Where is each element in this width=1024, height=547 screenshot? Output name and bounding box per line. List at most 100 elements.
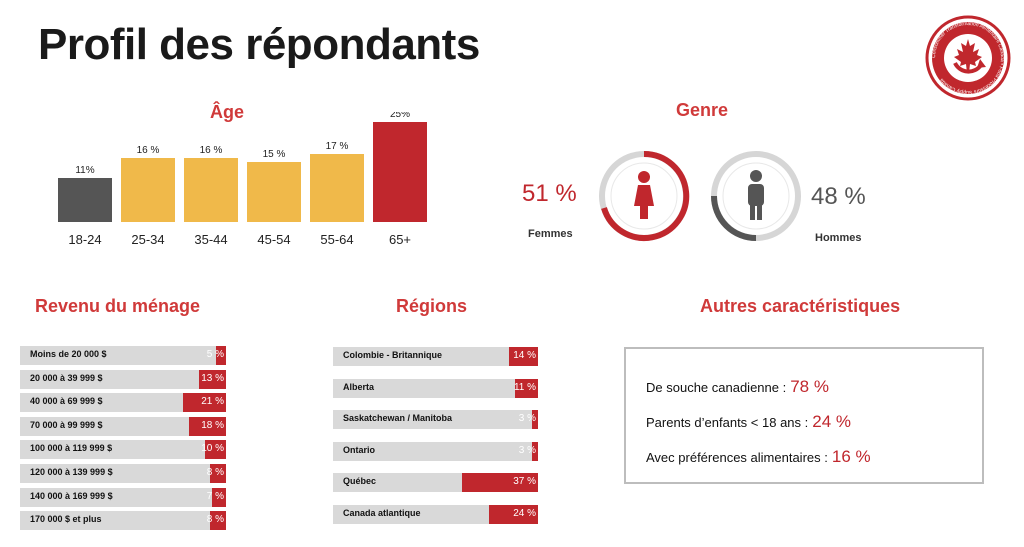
revenu-row: 20 000 à 39 999 $ 13 % [20, 369, 226, 389]
page-title: Profil des répondants [38, 20, 480, 69]
autres-title: Autres caractéristiques [700, 296, 901, 316]
autres-value: 16 % [831, 447, 871, 466]
region-label: Alberta [343, 381, 375, 392]
revenu-bar [215, 346, 226, 365]
revenu-value: 8 % [206, 514, 224, 526]
age-category-label: 35-44 [194, 232, 227, 247]
age-category-label: 55-64 [320, 232, 353, 247]
autres-value: 78 % [790, 377, 829, 396]
revenu-label: 170 000 $ et plus [30, 514, 102, 525]
age-bar-65+ [373, 122, 427, 222]
revenu-label: 40 000 à 69 999 $ [30, 396, 103, 407]
revenu-label: 140 000 à 169 999 $ [30, 490, 113, 501]
age-bar-45-54 [247, 162, 301, 222]
region-value: 3 % [518, 444, 536, 456]
age-bar-18-24 [58, 178, 112, 222]
revenu-label: 120 000 à 139 999 $ [30, 466, 113, 477]
female-percentage: 51 % [522, 180, 577, 207]
region-bar [509, 347, 538, 366]
region-value: 3 % [518, 413, 536, 424]
female-gauge [599, 150, 690, 241]
age-value-label: 16 % [137, 145, 160, 156]
revenu-row: 70 000 à 99 999 $ 18 % [20, 416, 226, 436]
region-label: Canada atlantique [343, 507, 421, 518]
region-bar [462, 473, 538, 492]
revenu-bar [205, 440, 226, 460]
revenu-label: 20 000 à 39 999 $ [30, 372, 103, 383]
region-value: 11 % [513, 381, 536, 393]
region-bar [531, 410, 538, 429]
age-value-label: 15 % [263, 149, 286, 160]
region-value: 37 % [513, 476, 536, 487]
age-category-label: 25-34 [131, 232, 164, 247]
region-row: Colombie - Britannique 14 % [333, 347, 538, 366]
region-label: Colombie - Britannique [343, 350, 442, 360]
autres-value: 24 % [812, 412, 851, 431]
age-bar-25-34 [121, 158, 175, 222]
maple-leaf-circle-logo: Consommer Transformation Alimentaire Can… [925, 15, 1011, 101]
revenu-row: 120 000 à 139 999 $ 8 % [20, 463, 226, 483]
male-figure-icon [748, 170, 764, 220]
region-value: 24 % [513, 507, 536, 519]
regions-title: Régions [396, 296, 468, 316]
female-label: Femmes [528, 228, 573, 240]
revenu-row: 140 000 à 169 999 $ 7 % [20, 487, 226, 507]
autres-item-parents: Parents d’enfants < 18 ans :24 % [646, 412, 851, 432]
female-figure-icon [634, 171, 654, 219]
revenu-bar [211, 487, 226, 507]
revenu-bar [209, 511, 226, 531]
revenu-value: 10 % [201, 443, 224, 455]
genre-title: Genre [676, 100, 729, 120]
region-bar [515, 378, 538, 398]
revenu-value: 8 % [206, 466, 224, 478]
revenu-bar [199, 369, 226, 389]
revenu-title: Revenu du ménage [35, 296, 201, 316]
age-value-label: 16 % [200, 145, 223, 156]
age-value-label: 11% [75, 165, 94, 176]
revenu-value: 18 % [201, 419, 224, 431]
male-percentage: 48 % [811, 183, 866, 210]
regions-bar-chart: Colombie - Britannique 14 % Alberta 11 % Sas… [333, 347, 538, 536]
revenu-bar [182, 393, 226, 413]
age-category-label: 45-54 [257, 232, 290, 247]
age-value-label: 17 % [326, 141, 349, 152]
revenu-label: 100 000 à 119 999 $ [30, 443, 113, 454]
region-row: Canada atlantique 24 % [333, 504, 538, 524]
region-row: Ontario 3 % [333, 441, 538, 461]
age-bar-35-44 [184, 158, 238, 222]
autres-label: De souche canadienne : [646, 380, 787, 395]
male-label: Hommes [815, 232, 862, 244]
age-category-label: 65+ [389, 232, 411, 247]
region-row: Alberta 11 % [333, 378, 538, 398]
autres-item-preferences: Avec préférences alimentaires :16 % [646, 447, 871, 467]
revenu-value: 7 % [206, 490, 224, 502]
revenu-bar [188, 416, 226, 436]
revenu-value: 21 % [201, 396, 224, 408]
revenu-row: Moins de 20 000 $ 5 % [20, 346, 226, 365]
revenu-label: Moins de 20 000 $ [30, 349, 107, 359]
region-label: Saskatchewan / Manitoba [343, 413, 453, 423]
age-category-label: 18-24 [68, 232, 101, 247]
region-row: Québec 37 % [333, 473, 538, 492]
female-gauge-arc [601, 150, 690, 241]
male-gauge-arc [711, 195, 757, 241]
region-label: Ontario [343, 444, 376, 455]
revenu-value: 5 % [206, 349, 224, 360]
revenu-label: 70 000 à 99 999 $ [30, 419, 103, 430]
region-row: Saskatchewan / Manitoba 3 % [333, 410, 538, 429]
autres-label: Parents d’enfants < 18 ans : [646, 415, 809, 430]
male-gauge [711, 151, 801, 241]
revenu-row: 40 000 à 69 999 $ 21 % [20, 393, 226, 413]
autres-item-souche: De souche canadienne :78 % [646, 377, 829, 397]
revenu-value: 13 % [201, 372, 224, 384]
age-value-label: 25% [390, 112, 410, 120]
revenu-row: 100 000 à 119 999 $ 10 % [20, 440, 226, 460]
revenu-row: 170 000 $ et plus 8 % [20, 511, 226, 531]
age-bar-55-64 [310, 154, 364, 222]
region-value: 14 % [513, 350, 536, 361]
autres-box: De souche canadienne :78 % Parents d’enf… [624, 347, 984, 484]
region-bar [488, 504, 538, 524]
autres-label: Avec préférences alimentaires : [646, 450, 828, 465]
revenu-bar [209, 463, 226, 483]
age-title: Âge [210, 102, 245, 122]
